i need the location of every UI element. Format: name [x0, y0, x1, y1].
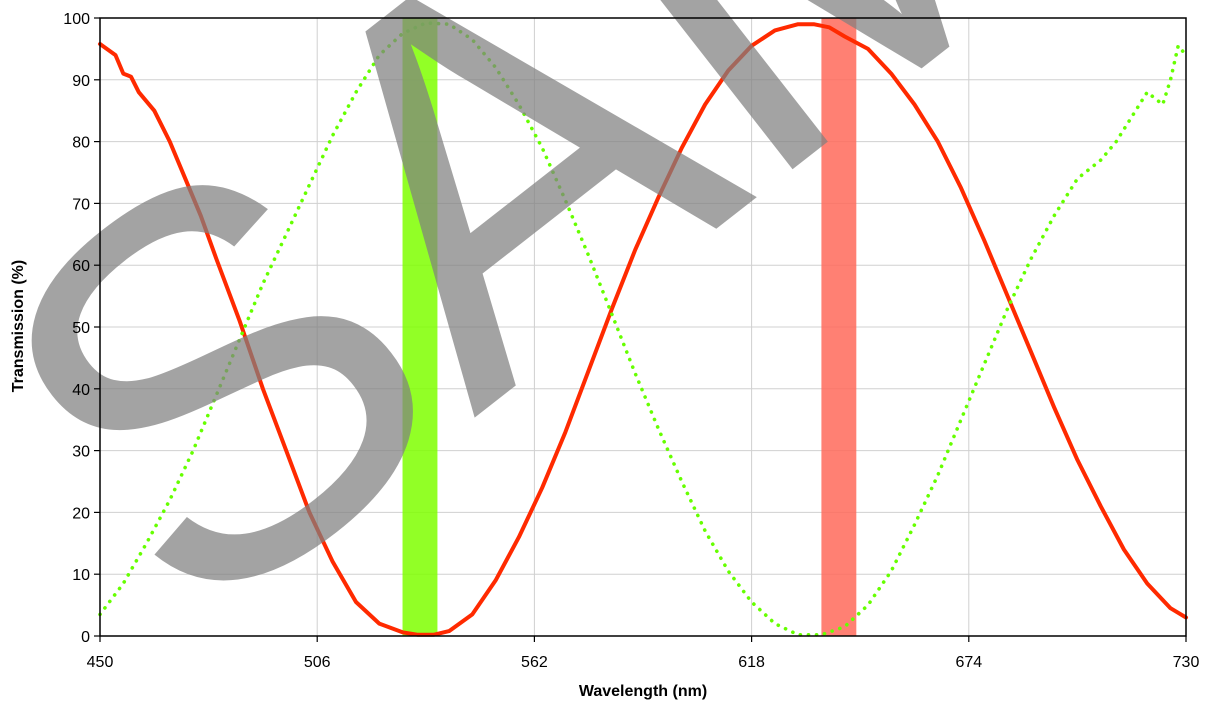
y-tick-label: 30 [72, 444, 90, 461]
y-tick-label: 90 [72, 73, 90, 90]
x-tick-label: 450 [87, 654, 114, 671]
x-tick-label: 674 [955, 654, 982, 671]
highlight-band-1 [402, 18, 438, 636]
y-tick-label: 100 [63, 11, 90, 28]
y-axis-title: Transmission (%) [10, 260, 27, 392]
x-tick-label: 618 [738, 654, 765, 671]
y-tick-label: 70 [72, 196, 90, 213]
x-tick-label: 562 [521, 654, 548, 671]
y-tick-label: 40 [72, 382, 90, 399]
highlight-bands [402, 18, 857, 636]
data-series [98, 21, 1188, 637]
x-axis-title: Wavelength (nm) [579, 683, 707, 700]
y-tick-label: 10 [72, 567, 90, 584]
y-tick-label: 80 [72, 135, 90, 152]
x-tick-label: 506 [304, 654, 331, 671]
y-tick-label: 0 [81, 629, 90, 646]
y-tick-label: 20 [72, 505, 90, 522]
series-line-1 [98, 22, 1188, 637]
highlight-band-2 [821, 18, 857, 636]
y-tick-label: 50 [72, 320, 90, 337]
x-tick-label: 730 [1173, 654, 1200, 671]
y-tick-label: 60 [72, 258, 90, 275]
axis-ticks: 0 10 20 30 40 50 60 70 80 90 100 450 506 562 618 674 730 [63, 11, 1199, 671]
